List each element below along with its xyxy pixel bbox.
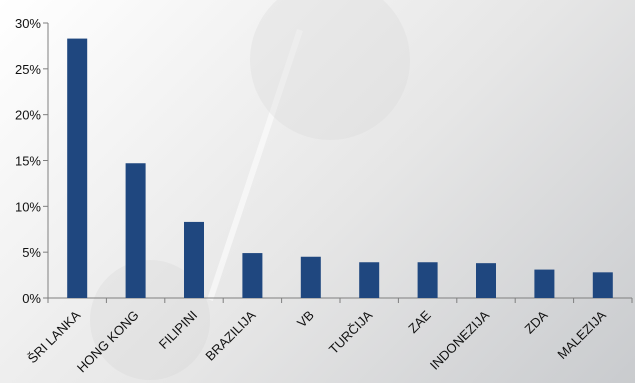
bar xyxy=(592,272,613,298)
bar xyxy=(300,256,321,298)
y-tick-label: 0% xyxy=(22,291,41,306)
bar xyxy=(417,262,438,298)
x-tick-label: INDONEZIJA xyxy=(427,307,492,372)
y-tick-label: 10% xyxy=(15,199,41,214)
x-tick-label: MALEZIJA xyxy=(554,307,609,362)
bar xyxy=(67,38,88,298)
y-tick-label: 30% xyxy=(15,16,41,31)
bar xyxy=(476,263,496,298)
bar xyxy=(184,221,204,298)
y-axis: 0% 5% 10% 15% 20% 25% 30% xyxy=(15,16,49,306)
x-tick-label: ZAE xyxy=(405,307,434,336)
x-tick-label: TURČIJA xyxy=(326,307,376,357)
bar xyxy=(242,253,263,298)
y-tick-label: 15% xyxy=(15,154,41,169)
x-tick-label: ŠRI LANKA xyxy=(25,307,84,366)
y-tick-label: 5% xyxy=(22,245,41,260)
x-tick-label: ZDA xyxy=(522,307,551,336)
bar xyxy=(359,262,380,298)
bar xyxy=(125,163,146,298)
bars xyxy=(67,38,613,298)
background-decoration xyxy=(90,0,410,380)
y-tick-label: 20% xyxy=(15,108,41,123)
bar xyxy=(534,269,555,298)
x-tick-label: BRAZILIJA xyxy=(202,307,258,363)
y-tick-label: 25% xyxy=(15,62,41,77)
x-tick-label: VB xyxy=(294,308,317,331)
